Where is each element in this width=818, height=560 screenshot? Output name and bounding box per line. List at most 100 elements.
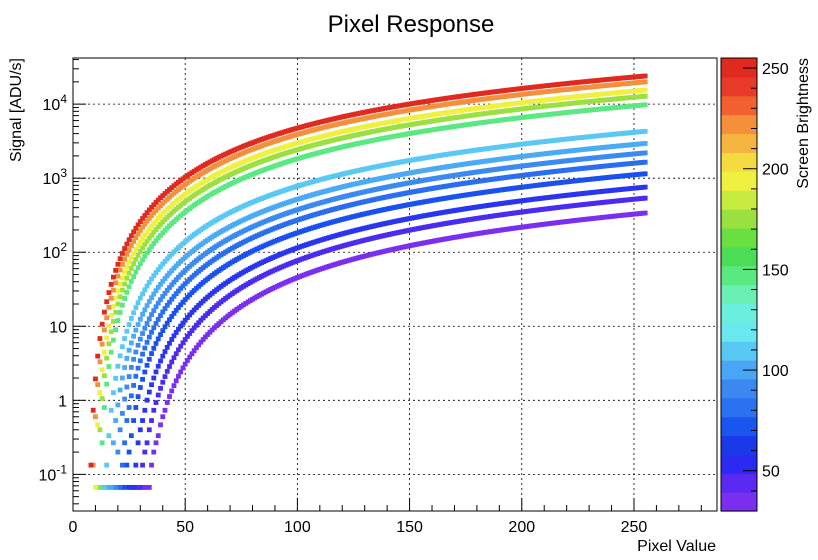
data-point	[126, 347, 132, 353]
data-point	[124, 462, 130, 468]
data-point	[185, 334, 190, 339]
data-point	[191, 348, 197, 354]
data-point	[95, 422, 101, 428]
data-point	[149, 204, 154, 210]
data-point	[122, 365, 128, 370]
y-tick-label: 104	[43, 92, 68, 114]
data-point	[135, 322, 141, 327]
colorbar-swatch	[721, 152, 757, 172]
data-point	[128, 393, 134, 399]
data-point	[115, 318, 121, 323]
colorbar-label: Screen Brightness	[795, 58, 812, 189]
data-point	[95, 382, 101, 387]
data-point	[171, 383, 177, 389]
data-point	[135, 222, 141, 228]
colorbar-swatch	[721, 58, 757, 78]
data-point	[142, 213, 148, 218]
data-point	[167, 394, 172, 399]
data-point	[144, 440, 150, 446]
data-point	[115, 449, 121, 455]
data-point	[642, 73, 648, 79]
colorbar-tick-label: 150	[762, 262, 789, 279]
colorbar-swatch	[721, 473, 757, 493]
data-point	[642, 102, 648, 108]
data-point	[131, 261, 136, 267]
data-point	[160, 353, 166, 359]
data-point	[146, 247, 152, 252]
data-point	[128, 265, 134, 271]
data-point	[155, 317, 161, 322]
data-point	[151, 291, 157, 297]
data-point	[169, 337, 175, 342]
data-point	[113, 484, 119, 490]
data-point	[133, 462, 139, 468]
data-point	[135, 265, 141, 271]
data-point	[164, 287, 170, 293]
data-point	[180, 365, 186, 371]
data-point	[142, 232, 148, 238]
data-point	[158, 222, 163, 227]
data-point	[131, 274, 136, 279]
x-tick-label: 50	[176, 519, 194, 536]
data-point	[153, 227, 159, 232]
data-point	[119, 302, 125, 308]
data-point	[162, 290, 168, 296]
data-point	[153, 341, 159, 346]
data-point	[153, 218, 159, 224]
data-point	[133, 225, 139, 231]
colorbar-swatch	[721, 397, 757, 418]
data-point	[106, 290, 112, 295]
y-tick-label: 1	[58, 393, 67, 410]
data-point	[178, 286, 184, 291]
data-point	[173, 351, 179, 357]
data-point	[140, 224, 145, 230]
data-point	[178, 302, 184, 308]
colorbar-swatch	[721, 435, 757, 455]
data-point	[169, 268, 175, 273]
data-point	[176, 288, 181, 294]
data-point	[128, 233, 134, 239]
data-point	[115, 288, 121, 294]
data-point	[110, 303, 116, 309]
data-point	[133, 305, 139, 310]
data-point	[126, 449, 132, 455]
data-point	[146, 484, 152, 490]
data-point	[117, 294, 123, 300]
data-point	[155, 300, 161, 306]
data-point	[110, 390, 116, 396]
data-point	[642, 171, 648, 177]
data-point	[196, 320, 202, 326]
data-points	[88, 73, 648, 490]
colorbar-swatch	[721, 209, 757, 229]
data-point	[155, 224, 161, 230]
data-point	[146, 299, 152, 304]
data-point	[158, 264, 163, 270]
data-point	[189, 328, 195, 333]
data-point	[180, 299, 186, 305]
data-point	[110, 287, 116, 293]
data-point	[137, 427, 143, 433]
colorbar-swatch	[721, 95, 757, 116]
data-point	[155, 363, 161, 369]
data-point	[169, 296, 175, 302]
colorbar-frame	[720, 57, 758, 512]
data-point	[108, 329, 114, 335]
data-point	[95, 353, 101, 359]
chart-title: Pixel Response	[328, 11, 495, 38]
data-point	[97, 336, 103, 341]
data-point	[122, 281, 128, 287]
data-point	[119, 344, 125, 350]
data-point	[178, 323, 184, 329]
colorbar-swatch	[721, 227, 757, 248]
data-point	[140, 245, 145, 251]
data-point	[122, 269, 128, 275]
data-point	[140, 331, 145, 336]
colorbar: 50 100 150 200 250	[720, 57, 789, 512]
data-point	[149, 223, 154, 229]
data-point	[185, 315, 190, 320]
data-point	[140, 312, 145, 317]
data-point	[135, 440, 141, 446]
data-point	[144, 362, 150, 368]
data-point	[126, 374, 132, 379]
data-point	[153, 321, 159, 326]
